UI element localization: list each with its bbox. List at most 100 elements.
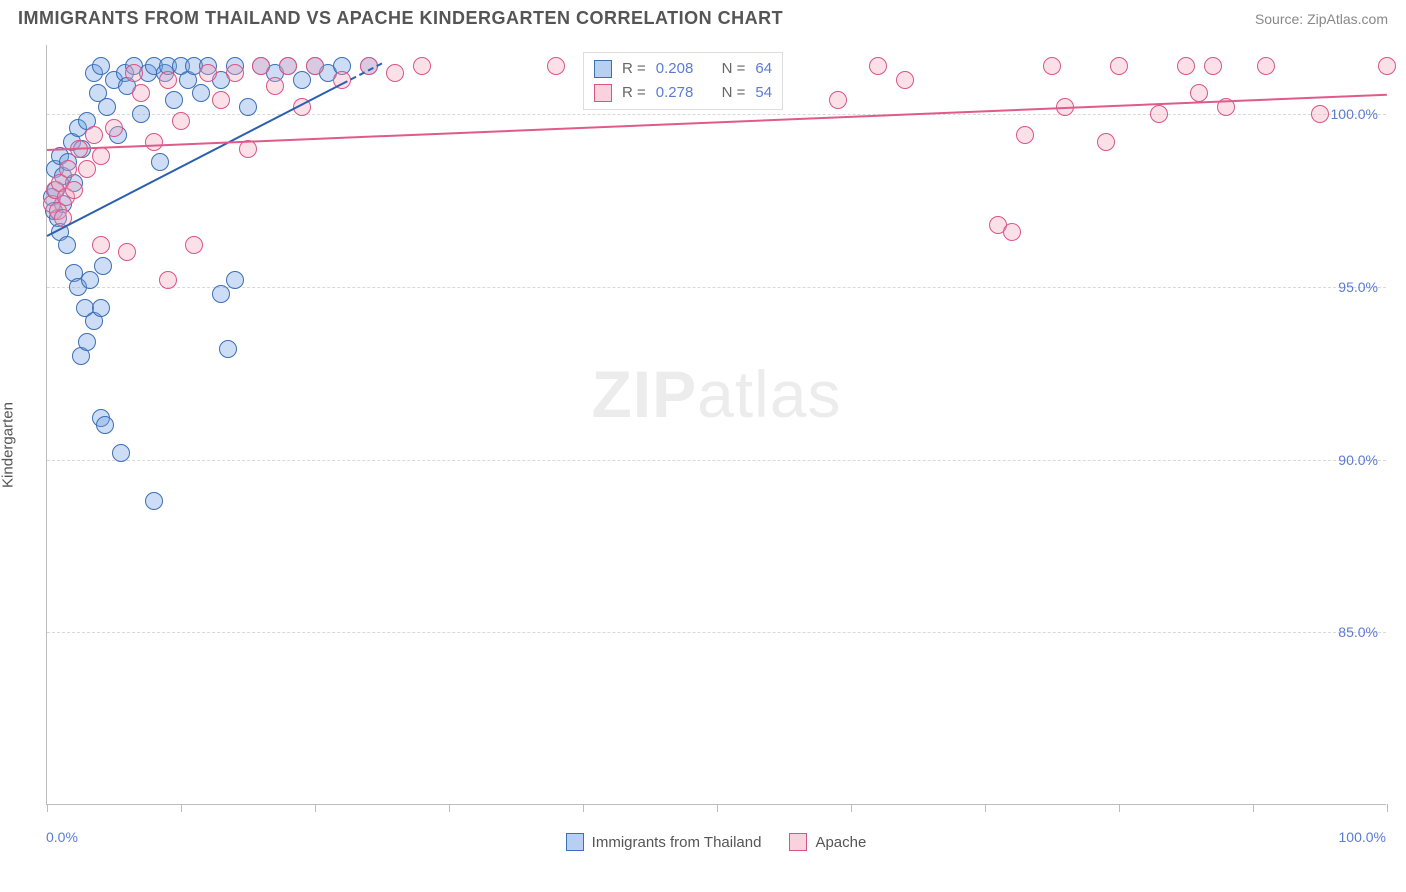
data-point	[96, 416, 114, 434]
y-tick-label: 100.0%	[1331, 106, 1378, 122]
data-point	[151, 153, 169, 171]
plot-area: ZIPatlas 85.0% 90.0% 95.0% 100.0% R = 0.208 N…	[46, 45, 1386, 805]
data-point	[293, 71, 311, 89]
x-tick	[985, 804, 986, 812]
n-label: N =	[722, 81, 746, 105]
y-tick-label: 85.0%	[1338, 624, 1378, 640]
data-point	[1177, 57, 1195, 75]
data-point	[58, 236, 76, 254]
x-tick	[181, 804, 182, 812]
data-point	[98, 98, 116, 116]
data-point	[1110, 57, 1128, 75]
x-tick	[851, 804, 852, 812]
data-point	[1097, 133, 1115, 151]
x-tick	[1387, 804, 1388, 812]
data-point	[132, 105, 150, 123]
stats-row: R = 0.208 N = 64	[594, 57, 772, 81]
chart-container: Kindergarten ZIPatlas 85.0%90.0%95.0%100…	[0, 35, 1406, 855]
data-point	[105, 119, 123, 137]
data-point	[1016, 126, 1034, 144]
legend-swatch	[566, 833, 584, 851]
n-value: 54	[755, 81, 772, 105]
data-point	[185, 236, 203, 254]
data-point	[386, 64, 404, 82]
stats-row: R = 0.278 N = 54	[594, 81, 772, 105]
trend-line	[47, 83, 343, 237]
data-point	[159, 271, 177, 289]
data-point	[125, 64, 143, 82]
data-point	[266, 77, 284, 95]
y-tick-label: 90.0%	[1338, 452, 1378, 468]
data-point	[1190, 84, 1208, 102]
source-prefix: Source:	[1255, 11, 1307, 27]
chart-title: IMMIGRANTS FROM THAILAND VS APACHE KINDE…	[18, 8, 783, 29]
data-point	[192, 84, 210, 102]
x-tick	[315, 804, 316, 812]
legend-item: Immigrants from Thailand	[566, 833, 762, 851]
data-point	[92, 236, 110, 254]
data-point	[869, 57, 887, 75]
data-point	[226, 271, 244, 289]
n-label: N =	[722, 57, 746, 81]
x-tick	[449, 804, 450, 812]
data-point	[145, 133, 163, 151]
data-point	[199, 64, 217, 82]
data-point	[78, 160, 96, 178]
y-tick-label: 95.0%	[1338, 279, 1378, 295]
data-point	[1378, 57, 1396, 75]
r-label: R =	[622, 57, 646, 81]
source-attribution: Source: ZipAtlas.com	[1255, 11, 1388, 27]
source-name: ZipAtlas.com	[1307, 11, 1388, 27]
data-point	[547, 57, 565, 75]
r-value: 0.208	[656, 57, 694, 81]
data-point	[59, 160, 77, 178]
data-point	[132, 84, 150, 102]
data-point	[1043, 57, 1061, 75]
series-swatch	[594, 60, 612, 78]
data-point	[226, 64, 244, 82]
data-point	[1204, 57, 1222, 75]
data-point	[165, 91, 183, 109]
data-point	[212, 285, 230, 303]
header: IMMIGRANTS FROM THAILAND VS APACHE KINDE…	[0, 0, 1406, 35]
data-point	[252, 57, 270, 75]
data-point	[92, 147, 110, 165]
stats-box: R = 0.208 N = 64 R = 0.278 N = 54	[583, 52, 783, 110]
legend: Immigrants from ThailandApache	[46, 833, 1386, 851]
watermark-zip: ZIP	[591, 357, 697, 431]
data-point	[1150, 105, 1168, 123]
legend-label: Immigrants from Thailand	[592, 834, 762, 851]
data-point	[306, 57, 324, 75]
r-value: 0.278	[656, 81, 694, 105]
data-point	[239, 98, 257, 116]
gridline	[47, 632, 1386, 633]
data-point	[219, 340, 237, 358]
data-point	[1003, 223, 1021, 241]
data-point	[896, 71, 914, 89]
series-swatch	[594, 84, 612, 102]
data-point	[112, 444, 130, 462]
data-point	[212, 91, 230, 109]
data-point	[92, 299, 110, 317]
data-point	[1311, 105, 1329, 123]
data-point	[85, 126, 103, 144]
watermark-atlas: atlas	[697, 357, 841, 431]
x-tick	[1253, 804, 1254, 812]
x-tick	[47, 804, 48, 812]
data-point	[65, 181, 83, 199]
data-point	[279, 57, 297, 75]
data-point	[413, 57, 431, 75]
x-tick	[1119, 804, 1120, 812]
data-point	[94, 257, 112, 275]
data-point	[1257, 57, 1275, 75]
data-point	[118, 243, 136, 261]
data-point	[829, 91, 847, 109]
data-point	[159, 71, 177, 89]
data-point	[81, 271, 99, 289]
gridline	[47, 287, 1386, 288]
x-tick	[717, 804, 718, 812]
watermark: ZIPatlas	[591, 356, 841, 432]
gridline	[47, 460, 1386, 461]
n-value: 64	[755, 57, 772, 81]
r-label: R =	[622, 81, 646, 105]
